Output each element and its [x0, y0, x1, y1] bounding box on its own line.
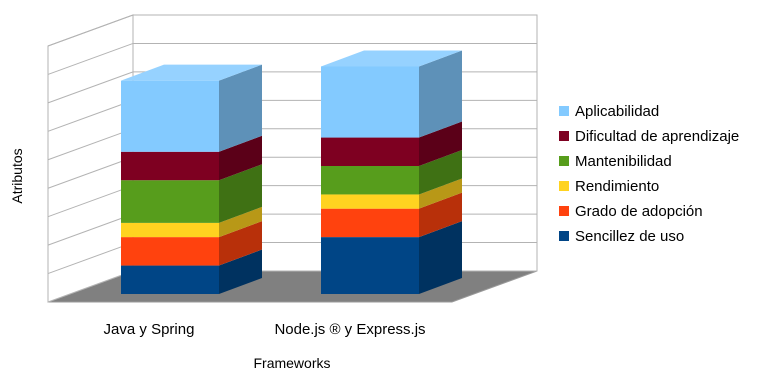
- bar-side: [419, 50, 462, 138]
- bar-side: [419, 192, 462, 238]
- legend-swatch: [559, 231, 569, 241]
- bar-side: [219, 249, 262, 294]
- legend-swatch: [559, 206, 569, 216]
- gridline: [47, 14, 537, 47]
- bar-front: [121, 180, 219, 223]
- legend-swatch: [559, 106, 569, 116]
- bar-front: [121, 265, 219, 294]
- bar-segment: [121, 164, 262, 223]
- bar-side: [219, 64, 262, 152]
- legend: Aplicabilidad Dificultad de aprendizaje Ma…: [559, 103, 739, 245]
- bar-segment: [321, 121, 462, 166]
- bar-segment: [121, 206, 262, 238]
- x-tick-labels: Java y Spring Node.js ® y Express.js: [104, 321, 426, 338]
- bar-side: [419, 221, 462, 294]
- bar-segment: [121, 221, 262, 266]
- legend-label: Dificultad de aprendizaje: [575, 128, 739, 145]
- legend-item: Rendimiento: [559, 178, 659, 195]
- legend-swatch: [559, 181, 569, 191]
- bar-segment: [321, 192, 462, 238]
- y-axis-title: Atributos: [9, 148, 25, 203]
- bar-front: [321, 194, 419, 209]
- legend-item: Dificultad de aprendizaje: [559, 128, 739, 145]
- bar-top: [321, 50, 462, 67]
- bar-segment: [321, 50, 462, 138]
- x-axis-title: Frameworks: [253, 355, 330, 370]
- bar-segment: [321, 150, 462, 195]
- legend-swatch: [559, 156, 569, 166]
- bar-side: [219, 135, 262, 181]
- bar-front: [321, 208, 419, 238]
- bar-front: [121, 151, 219, 181]
- bar-side: [419, 121, 462, 166]
- legend-label: Aplicabilidad: [575, 103, 659, 120]
- bar-front: [321, 237, 419, 294]
- bar-front: [321, 166, 419, 195]
- bar-top: [121, 64, 262, 81]
- bar-side: [419, 178, 462, 209]
- bar-front: [121, 80, 219, 152]
- bar-side: [219, 206, 262, 238]
- legend-item: Grado de adopción: [559, 203, 703, 220]
- bar-segment: [321, 221, 462, 294]
- legend-label: Rendimiento: [575, 178, 659, 195]
- bar-segment: [121, 135, 262, 181]
- legend-label: Sencillez de uso: [575, 228, 684, 245]
- bar-front: [121, 222, 219, 238]
- bar-side: [219, 221, 262, 266]
- bars: [121, 50, 462, 294]
- x-tick-label: Java y Spring: [104, 321, 195, 338]
- bar-side: [219, 164, 262, 223]
- bar-segment: [121, 249, 262, 294]
- bar-segment: [321, 178, 462, 209]
- bar-front: [121, 237, 219, 266]
- x-tick-label: Node.js ® y Express.js: [274, 321, 425, 338]
- bar-segment: [121, 64, 262, 152]
- gridline: [47, 42, 537, 75]
- legend-label: Mantenibilidad: [575, 153, 672, 170]
- legend-label: Grado de adopción: [575, 203, 703, 220]
- left-wall: [47, 14, 134, 303]
- bar-side: [419, 150, 462, 195]
- bar-front: [321, 137, 419, 166]
- bar-front: [321, 66, 419, 138]
- legend-item: Sencillez de uso: [559, 228, 684, 245]
- legend-item: Aplicabilidad: [559, 103, 659, 120]
- legend-item: Mantenibilidad: [559, 153, 672, 170]
- legend-swatch: [559, 131, 569, 141]
